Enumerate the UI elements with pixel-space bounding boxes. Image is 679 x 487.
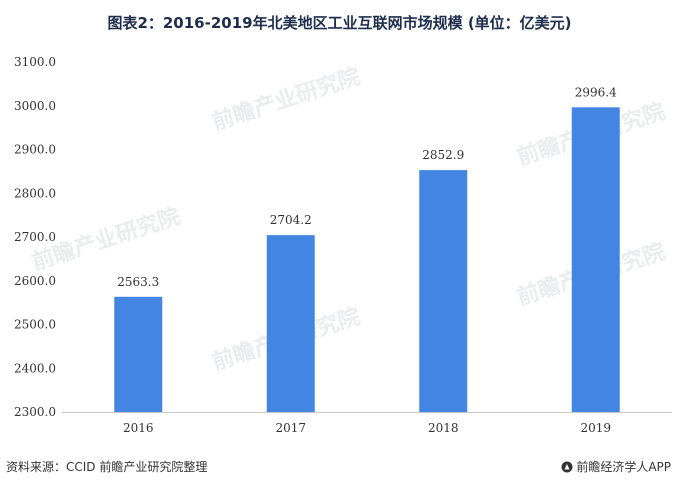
y-tick-label: 2400.0: [14, 361, 56, 375]
watermark-text: 前瞻产业研究院: [209, 63, 364, 135]
source-note: 资料来源：CCID 前瞻产业研究院整理: [6, 460, 208, 474]
bar-value-label: 2563.3: [117, 275, 159, 289]
y-tick-label: 2900.0: [14, 143, 56, 157]
bar-value-label: 2996.4: [575, 85, 617, 99]
bar-2017: [266, 235, 315, 412]
x-axis: 2016 2017 2018 2019: [62, 412, 672, 435]
bar-value-label: 2852.9: [422, 148, 464, 162]
brand-credit: 前瞻经济学人APP: [561, 458, 671, 475]
bar-2019: [571, 107, 620, 412]
y-axis: 2300.0 2400.0 2500.0 2600.0 2700.0 2800.0 2900…: [14, 55, 56, 419]
y-tick-label: 3100.0: [14, 55, 56, 69]
bar-2016: [114, 296, 163, 412]
bar-2018: [419, 170, 468, 412]
x-tick-label: 2017: [275, 421, 306, 435]
bar-labels-group: 2563.3 2704.2 2852.9 2996.4: [117, 85, 617, 288]
y-tick-label: 3000.0: [14, 99, 56, 113]
x-tick-label: 2019: [580, 421, 611, 435]
y-tick-label: 2500.0: [14, 318, 56, 332]
y-tick-label: 2700.0: [14, 230, 56, 244]
chart-title: 图表2：2016-2019年北美地区工业互联网市场规模 (单位：亿美元): [107, 14, 572, 32]
bars-group: [114, 107, 620, 412]
y-tick-label: 2800.0: [14, 186, 56, 200]
brand-text: 前瞻经济学人APP: [576, 460, 671, 474]
qianzhan-logo-icon: [561, 461, 573, 472]
bar-value-label: 2704.2: [270, 213, 312, 227]
y-tick-label: 2300.0: [14, 405, 56, 419]
x-tick-label: 2018: [428, 421, 459, 435]
y-tick-label: 2600.0: [14, 274, 56, 288]
x-tick-label: 2016: [123, 421, 154, 435]
